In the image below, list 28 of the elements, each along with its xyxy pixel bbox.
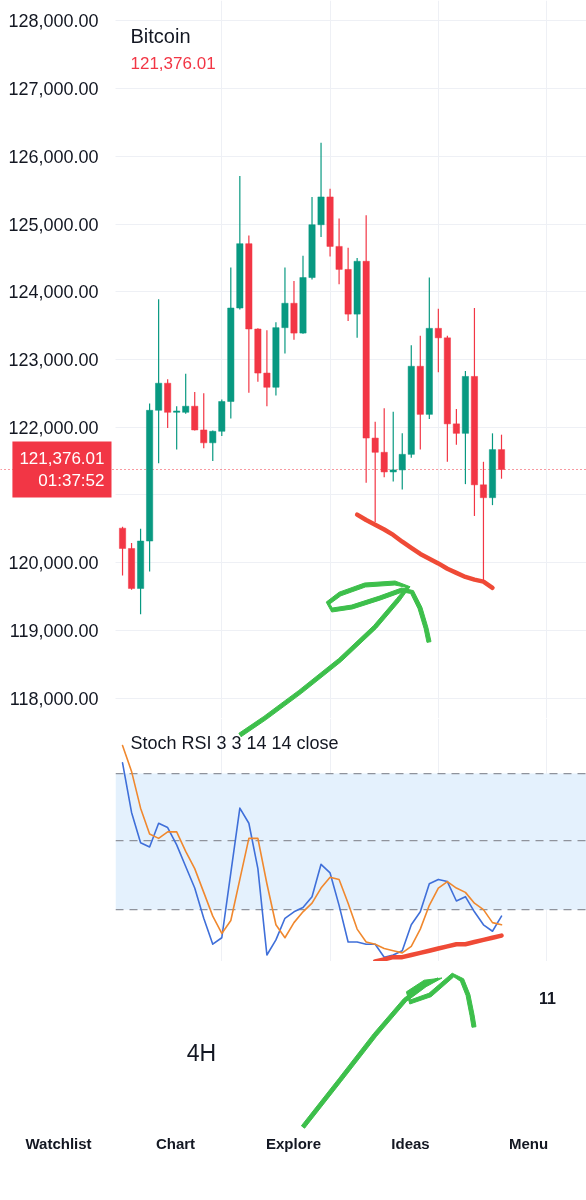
ref-line-label: 121,376.01 01:37:52 (19, 448, 105, 491)
y-tick-label: 125,000.00 (8, 214, 99, 235)
text: Bitcoin (130, 24, 191, 47)
candlestick (263, 329, 271, 407)
y-tick-label: 128,000.00 (8, 11, 99, 32)
y-tick-label: 124,000.00 (8, 282, 99, 303)
text: 11 (539, 989, 557, 1007)
y-tick-label: 119,000.00 (9, 620, 99, 641)
candlestick (182, 373, 190, 415)
text: Chart (155, 1135, 196, 1152)
text: Menu (508, 1135, 549, 1152)
y-tick-label: 126,000.00 (8, 146, 99, 167)
y-tick-label: 123,000.00 (8, 350, 99, 370)
candlestick (452, 408, 460, 446)
chart-title: Stoch RSI 3 3 14 14 close (130, 732, 339, 753)
text: Explore (265, 1135, 322, 1152)
y-tick-label: 120,000.00 (8, 553, 99, 574)
text: 121,376.01 (130, 53, 216, 73)
y-tick-label: 127,000.00 (8, 79, 99, 100)
text: Watchlist (25, 1135, 92, 1152)
candlestick (434, 308, 442, 373)
text: 4H (186, 1039, 217, 1066)
y-tick-label: 122,000.00 (8, 417, 99, 438)
text: Ideas (391, 1135, 430, 1152)
candlestick (173, 405, 181, 451)
y-tick-label: 118,000.00 (9, 688, 99, 709)
candlestick (119, 526, 126, 577)
line-series (354, 512, 495, 591)
